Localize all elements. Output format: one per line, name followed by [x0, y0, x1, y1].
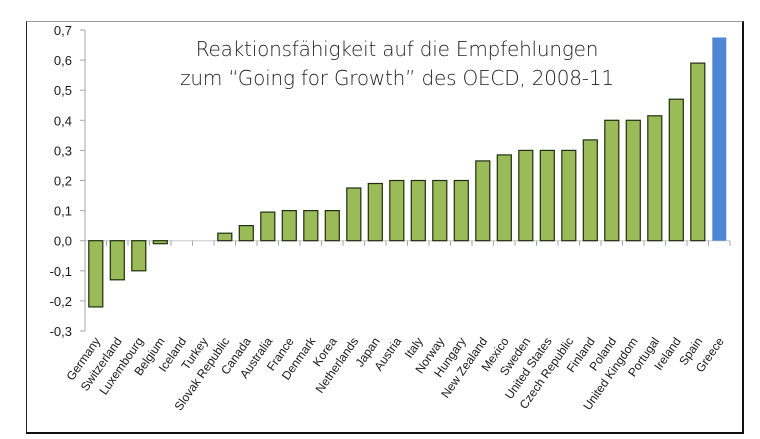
- bar-japan: [367, 182, 383, 242]
- bar-united-states: [539, 149, 555, 242]
- bar-netherlands: [346, 187, 362, 242]
- bar-hungary: [453, 179, 469, 242]
- bar-poland: [604, 119, 620, 242]
- bar-austria: [389, 179, 405, 242]
- y-tick-label: 0,2: [54, 174, 72, 189]
- bar-mexico: [496, 154, 512, 242]
- y-tick-label: 0,1: [54, 204, 72, 219]
- bar-norway: [432, 179, 448, 242]
- bar-switzerland: [109, 240, 125, 281]
- bar-luxembourg: [131, 240, 147, 272]
- bar-greece: [712, 37, 727, 241]
- y-tick-label: 0,3: [54, 143, 72, 158]
- bar-spain: [690, 62, 706, 242]
- bar-czech-republic: [561, 149, 577, 242]
- bar-sweden: [518, 149, 534, 242]
- y-tick-label: -0,2: [50, 294, 72, 309]
- category-labels: GermanySwitzerlandLuxembourgBelgiumIcela…: [63, 334, 726, 413]
- chart-title-line-1: Reaktionsfähigkeit auf die Empfehlungen: [196, 37, 599, 61]
- bar-australia: [260, 211, 276, 242]
- bar-denmark: [303, 210, 319, 242]
- y-tick-label: -0,3: [50, 324, 72, 339]
- y-tick-label: -0,1: [50, 264, 72, 279]
- y-tick-label: 0,7: [54, 23, 72, 38]
- x-axis: [84, 240, 731, 246]
- bar-germany: [88, 240, 104, 308]
- bar-new-zealand: [475, 160, 491, 242]
- bar-france: [281, 210, 297, 242]
- bar-united-kingdom: [625, 119, 641, 242]
- bar-finland: [582, 139, 598, 242]
- bar-italy: [410, 179, 426, 242]
- y-axis: 0,7 0,6 0,5 0,4 0,3 0,2 0,1 0,0 -0,1 -0,2 -0,3: [50, 23, 86, 339]
- bar-korea: [324, 210, 340, 242]
- bar-slovak-republic: [217, 232, 233, 242]
- y-tick-label: 0,5: [54, 83, 72, 98]
- bar-ireland: [668, 98, 684, 242]
- bar-portugal: [647, 115, 663, 242]
- y-tick-label: 0,4: [54, 113, 72, 128]
- bar-belgium: [152, 240, 168, 245]
- bars: [88, 37, 727, 308]
- chart-title-line-2: zum “Going for Growth” des OECD, 2008-11: [180, 66, 614, 90]
- bar-canada: [238, 225, 254, 242]
- y-tick-label: 0,0: [54, 234, 72, 249]
- chart-title: Reaktionsfähigkeit auf die Empfehlungen …: [180, 37, 614, 90]
- chart-frame: [26, 21, 744, 434]
- y-tick-label: 0,6: [54, 53, 72, 68]
